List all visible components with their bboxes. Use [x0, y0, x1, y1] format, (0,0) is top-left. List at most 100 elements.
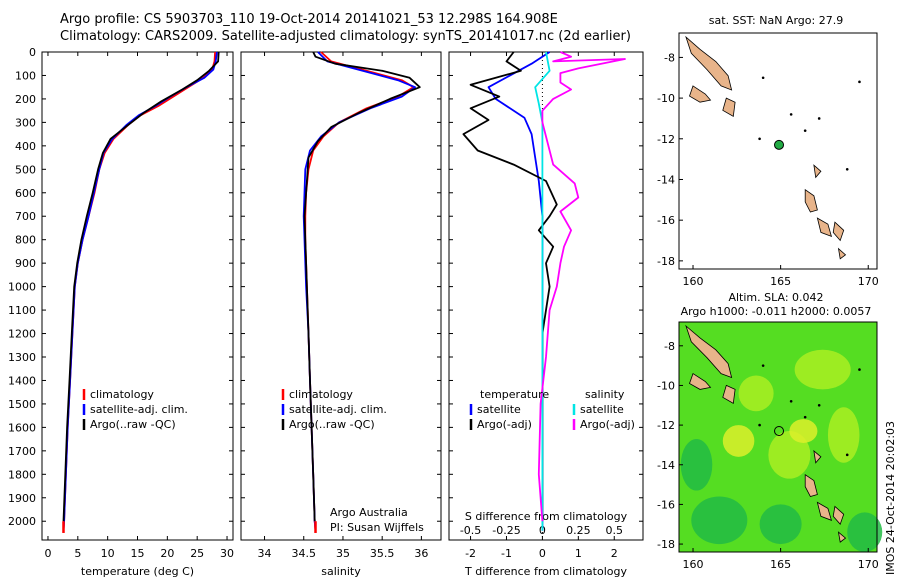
legend-title: temperature: [480, 388, 549, 401]
map-map_sst: 160 165 170 -8 -10 -12 -14 -16 -18: [657, 32, 879, 288]
reef-dot: [758, 137, 761, 141]
island-landmass: [816, 501, 833, 521]
island-landmass: [816, 217, 833, 238]
x-tick-label: -2: [465, 547, 476, 560]
depth-tick-label: 500: [15, 163, 36, 176]
sla-anomaly-patch: [827, 407, 860, 463]
map-y-tick-label: -8: [664, 340, 675, 353]
x-tick-label: 0: [539, 547, 546, 560]
island-landmass: [832, 505, 845, 525]
map-y-tick-label: -14: [657, 459, 675, 472]
x-axis-label: temperature (deg C): [81, 565, 194, 578]
top-tick-label: 0.25: [566, 524, 591, 537]
depth-tick-label: 1700: [8, 445, 36, 458]
plot-panel-temperature: 0 5 10 15 20 25 30 temperature (deg C) climatolo…: [41, 51, 234, 578]
map-frame: [678, 321, 878, 553]
depth-tick-label: 700: [15, 210, 36, 223]
depth-tick-label: 1600: [8, 421, 36, 434]
depth-tick-label: 300: [15, 116, 36, 129]
sla-anomaly-patch: [722, 425, 755, 457]
map-x-tick-label: 170: [858, 558, 879, 571]
annotation-text: PI: Susan Wijffels: [330, 521, 424, 534]
island-landmass: [837, 531, 847, 543]
chart-title-line1: Argo profile: CS 5903703_110 19-Oct-2014…: [60, 12, 558, 27]
plot-frame: [240, 51, 442, 541]
map-x-tick-label: 160: [683, 558, 704, 571]
series-line-difference-2: [534, 51, 551, 531]
legend-label: Argo(..raw -QC): [90, 418, 176, 431]
reef-dot: [845, 453, 849, 457]
map-x-tick-label: 165: [770, 558, 791, 571]
depth-tick-label: 900: [15, 257, 36, 270]
sla-anomaly-patch: [680, 438, 713, 491]
depth-tick-label: 800: [15, 234, 36, 247]
map-sla-title: Altim. SLA: 0.042: [728, 291, 823, 304]
plot-frame: [41, 51, 234, 541]
reef-dot: [803, 415, 807, 419]
legend-label: Argo(..raw -QC): [289, 418, 375, 431]
sla-anomaly-patch: [691, 496, 748, 545]
argo-position-marker: [774, 426, 785, 437]
plot-panel-salinity: 34 34.5 35 35.5 36 salinity climatology satelli…: [240, 51, 442, 578]
map-y-tick-label: -16: [657, 498, 675, 511]
island-landmass: [813, 449, 822, 464]
sla-anomaly-patch: [759, 504, 802, 545]
x-tick-label: 0: [44, 547, 51, 560]
map-y-tick-label: -10: [657, 379, 675, 392]
reef-dot: [789, 113, 793, 116]
x-tick-label: 36: [414, 547, 428, 560]
x-tick-label: 35.5: [370, 547, 395, 560]
map-sst-title: sat. SST: NaN Argo: 27.9: [709, 14, 843, 27]
island-landmass: [689, 85, 712, 103]
x-axis-label: salinity: [321, 565, 361, 578]
x-tick-label: 2: [611, 547, 618, 560]
depth-tick-label: 1300: [8, 351, 36, 364]
map-y-tick-label: -12: [657, 133, 675, 146]
legend-label: Argo(-adj): [580, 418, 635, 431]
legend-label: satellite: [477, 403, 521, 416]
map-y-tick-label: -8: [664, 51, 675, 64]
x-tick-label: 25: [190, 547, 204, 560]
series-line-temperature-2: [62, 51, 220, 522]
chart-title-line2: Climatology: CARS2009. Satellite-adjuste…: [60, 29, 631, 44]
reef-dot: [789, 400, 793, 403]
reef-dot: [817, 403, 821, 407]
island-landmass: [813, 164, 822, 179]
map-y-tick-label: -10: [657, 92, 675, 105]
map-y-tick-label: -18: [657, 255, 675, 268]
top-tick-label: -0.5: [460, 524, 481, 537]
plot-panel-difference: -2 -1 0 1 2 T difference from climatology -0.5…: [448, 51, 644, 578]
legend-label: satellite: [580, 403, 624, 416]
sla-anomaly-patch: [794, 349, 851, 390]
x-tick-label: 10: [101, 547, 115, 560]
island-landmass: [804, 473, 818, 497]
argo-position-marker: [774, 139, 785, 150]
island-landmass: [722, 97, 736, 118]
depth-tick-label: 1100: [8, 304, 36, 317]
island-landmass: [722, 384, 736, 404]
x-tick-label: 1: [575, 547, 582, 560]
depth-tick-label: 2000: [8, 515, 36, 528]
depth-tick-label: 1500: [8, 398, 36, 411]
depth-tick-label: 1800: [8, 468, 36, 481]
depth-tick-label: 600: [15, 187, 36, 200]
reef-dot: [761, 76, 765, 80]
legend-title: salinity: [585, 388, 625, 401]
map-x-tick-label: 165: [770, 275, 791, 288]
x-tick-label: 5: [74, 547, 81, 560]
map-y-tick-label: -16: [657, 214, 675, 227]
reef-dot: [858, 80, 861, 84]
legend-label: climatology: [289, 388, 353, 401]
island-landmass: [837, 247, 847, 260]
map-y-tick-label: -12: [657, 419, 675, 432]
top-tick-label: 0.5: [606, 524, 624, 537]
x-tick-label: 30: [220, 547, 234, 560]
map-y-tick-label: -18: [657, 538, 675, 551]
imos-timestamp-label: IMOS 24-Oct-2014 20:02:03: [884, 421, 897, 575]
x-tick-label: -1: [501, 547, 512, 560]
sla-anomaly-patch: [738, 375, 774, 412]
depth-tick-label: 0: [29, 46, 36, 59]
depth-tick-label: 1000: [8, 281, 36, 294]
island-landmass: [804, 188, 818, 213]
map-x-tick-label: 170: [858, 275, 879, 288]
